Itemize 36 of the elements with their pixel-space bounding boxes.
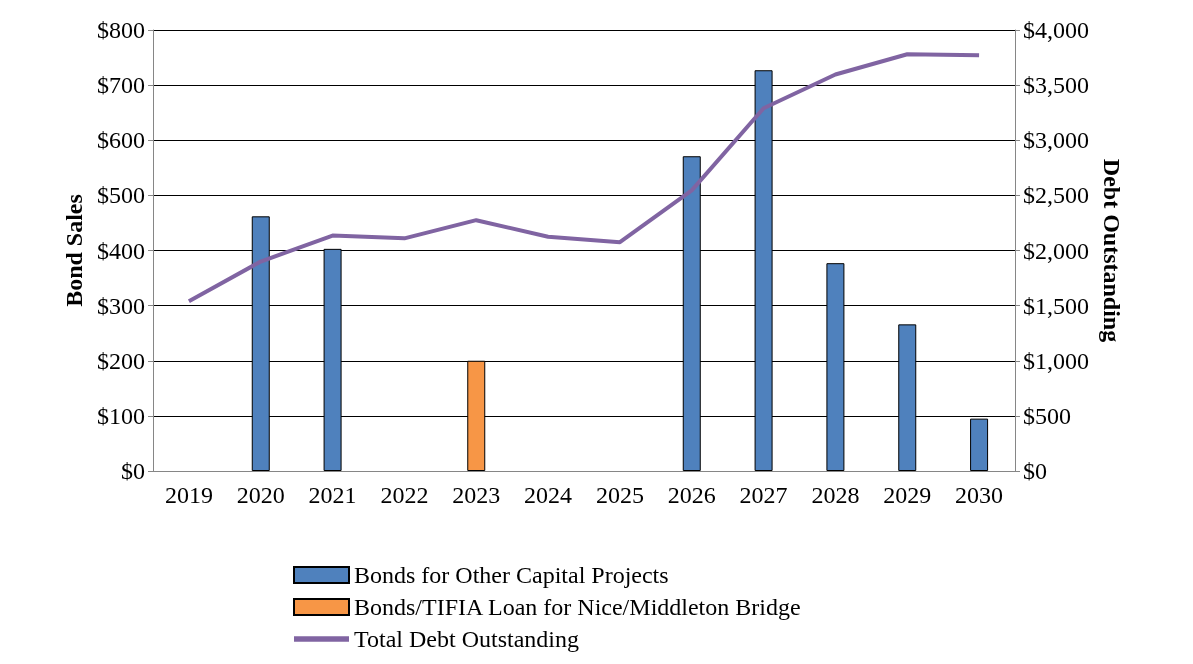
y-tick-label: $800 xyxy=(97,17,145,43)
y2-tick-label: $500 xyxy=(1023,402,1071,429)
x-tick-label: 2019 xyxy=(164,482,213,508)
x-tick-label: 2028 xyxy=(811,482,860,508)
y2-tick-label: $3,500 xyxy=(1023,72,1089,99)
y2-tick-label: $2,000 xyxy=(1023,237,1089,264)
x-tick-label: 2023 xyxy=(452,482,501,508)
y-tick-label: $100 xyxy=(97,402,145,429)
y-tick-label: $500 xyxy=(97,182,145,209)
legend-label: Bonds/TIFIA Loan for Nice/Middleton Bridge xyxy=(354,594,801,620)
y2-tick-label: $3,000 xyxy=(1023,127,1089,154)
y-tick-label: $700 xyxy=(97,72,145,99)
x-tick-label: 2024 xyxy=(524,482,573,508)
y2-tick-label: $1,500 xyxy=(1023,292,1089,319)
y-tick-label: $400 xyxy=(97,237,145,264)
y-tick-label: $300 xyxy=(97,292,145,319)
legend-label: Bonds for Other Capital Projects xyxy=(354,562,669,588)
y2-tick-label: $2,500 xyxy=(1023,182,1089,209)
x-tick-label: 2029 xyxy=(883,482,932,508)
y-tick-label: $200 xyxy=(97,347,145,374)
line-series xyxy=(186,52,982,304)
x-tick-label: 2025 xyxy=(595,482,644,508)
x-tick-label: 2020 xyxy=(236,482,285,508)
x-tick-label: 2026 xyxy=(667,482,716,508)
legend-label: Total Debt Outstanding xyxy=(354,626,579,652)
y2-tick-label: $0 xyxy=(1023,458,1047,484)
y-axis-title: Bond Sales xyxy=(61,194,88,307)
y-tick-label: $0 xyxy=(121,458,145,484)
y2-tick-label: $1,000 xyxy=(1023,347,1089,374)
x-tick-label: 2021 xyxy=(308,482,357,508)
x-tick-label: 2027 xyxy=(739,482,788,508)
y-tick-label: $600 xyxy=(97,127,145,154)
y2-axis-title: Debt Outstanding xyxy=(1098,158,1125,343)
x-tick-label: 2022 xyxy=(380,482,429,508)
y2-tick-label: $4,000 xyxy=(1023,17,1089,43)
x-tick-label: 2030 xyxy=(955,482,1004,508)
